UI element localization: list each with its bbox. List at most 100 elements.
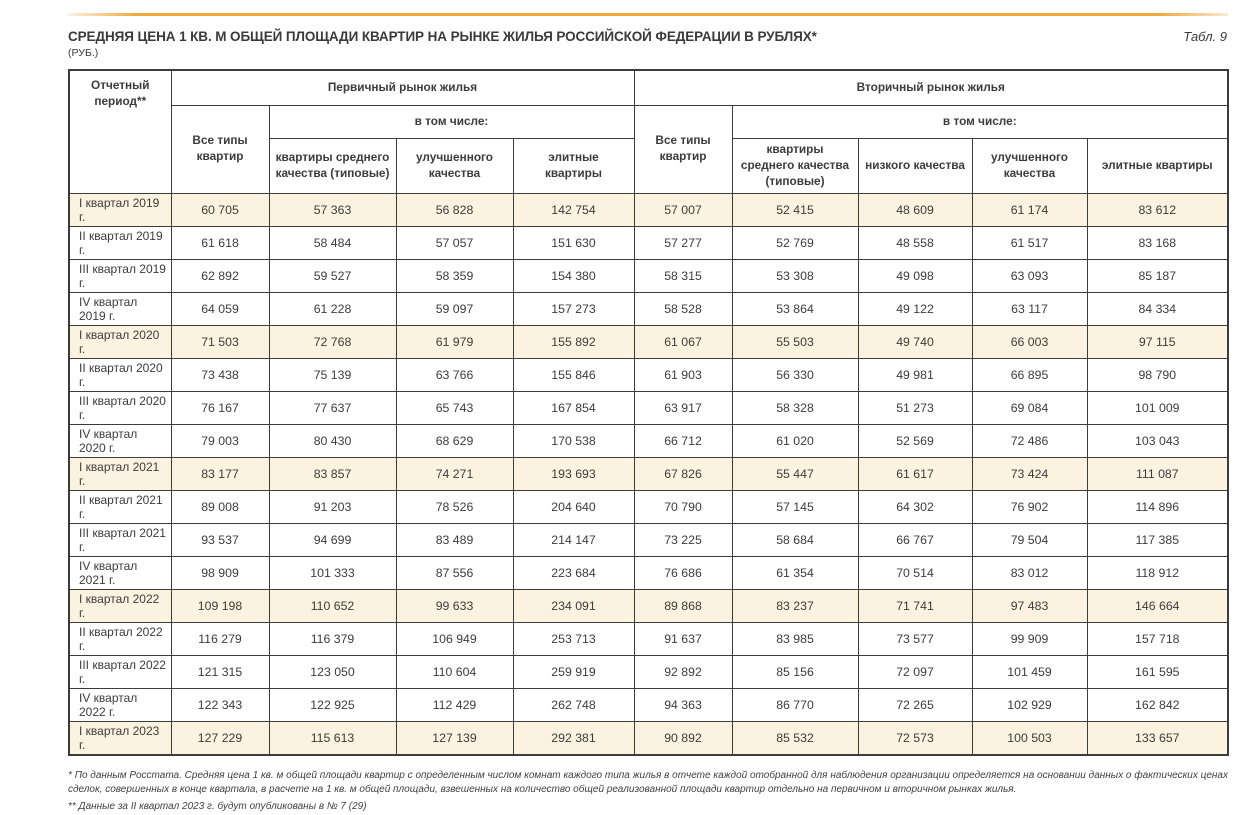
row-period-label: IV квартал 2019 г.: [68, 291, 172, 326]
price-cell: 101 459: [971, 654, 1088, 689]
price-cell: 53 308: [731, 258, 859, 293]
price-cell: 102 929: [971, 687, 1088, 722]
price-cell: 98 790: [1086, 357, 1229, 392]
price-cell: 49 740: [857, 324, 973, 359]
price-cell: 61 228: [268, 291, 397, 326]
price-cell: 73 438: [170, 357, 270, 392]
price-cell: 170 538: [512, 423, 635, 458]
price-cell: 89 868: [633, 588, 733, 623]
price-cell: 72 097: [857, 654, 973, 689]
table-row: III квартал 2020 г. 76 167 77 637 65 743 167…: [68, 390, 1229, 425]
price-cell: 61 517: [971, 225, 1088, 260]
col-header-secondary-including: в том числе:: [731, 105, 1229, 139]
price-cell: 112 429: [395, 687, 514, 722]
price-cell: 115 613: [268, 720, 397, 756]
price-cell: 85 532: [731, 720, 859, 756]
price-cell: 122 343: [170, 687, 270, 722]
price-cell: 59 527: [268, 258, 397, 293]
price-cell: 116 379: [268, 621, 397, 656]
price-cell: 253 713: [512, 621, 635, 656]
price-cell: 97 115: [1086, 324, 1229, 359]
table-number-label: Табл. 9: [1183, 29, 1227, 44]
table-row: I квартал 2023 г. 127 229 115 613 127 139 29…: [68, 720, 1229, 756]
price-cell: 99 633: [395, 588, 514, 623]
footnote-source: * По данным Росстата. Средняя цена 1 кв.…: [68, 769, 1228, 796]
price-table: Отчетный период** Первичный рынок жилья …: [68, 69, 1230, 756]
price-cell: 71 503: [170, 324, 270, 359]
price-cell: 58 328: [731, 390, 859, 425]
price-cell: 72 486: [971, 423, 1088, 458]
price-cell: 66 767: [857, 522, 973, 557]
price-cell: 61 979: [395, 324, 514, 359]
col-header-primary-all-types: Все типы квартир: [170, 105, 270, 194]
price-cell: 117 385: [1086, 522, 1229, 557]
table-row: II квартал 2020 г. 73 438 75 139 63 766 155 …: [68, 357, 1229, 392]
price-cell: 133 657: [1086, 720, 1229, 756]
row-period-label: III квартал 2022 г.: [68, 654, 172, 689]
price-cell: 90 892: [633, 720, 733, 756]
row-period-label: II квартал 2019 г.: [68, 225, 172, 260]
row-period-label: IV квартал 2020 г.: [68, 423, 172, 458]
unit-label: (РУБ.): [68, 47, 99, 59]
price-cell: 142 754: [512, 192, 635, 227]
price-cell: 154 380: [512, 258, 635, 293]
table-row: I квартал 2021 г. 83 177 83 857 74 271 193 6…: [68, 456, 1229, 491]
price-cell: 123 050: [268, 654, 397, 689]
price-cell: 73 424: [971, 456, 1088, 491]
price-cell: 85 156: [731, 654, 859, 689]
price-cell: 74 271: [395, 456, 514, 491]
row-period-label: IV квартал 2021 г.: [68, 555, 172, 590]
price-cell: 94 699: [268, 522, 397, 557]
price-cell: 76 167: [170, 390, 270, 425]
price-cell: 118 912: [1086, 555, 1229, 590]
price-cell: 61 618: [170, 225, 270, 260]
price-cell: 58 315: [633, 258, 733, 293]
price-cell: 127 139: [395, 720, 514, 756]
col-header-primary-including: в том числе:: [268, 105, 635, 139]
page-title: СРЕДНЯЯ ЦЕНА 1 КВ. М ОБЩЕЙ ПЛОЩАДИ КВАРТ…: [68, 29, 817, 44]
price-cell: 58 528: [633, 291, 733, 326]
price-cell: 101 009: [1086, 390, 1229, 425]
price-cell: 57 007: [633, 192, 733, 227]
price-cell: 72 573: [857, 720, 973, 756]
price-cell: 64 302: [857, 489, 973, 524]
price-cell: 234 091: [512, 588, 635, 623]
price-cell: 61 354: [731, 555, 859, 590]
price-cell: 61 617: [857, 456, 973, 491]
price-cell: 83 857: [268, 456, 397, 491]
price-cell: 53 864: [731, 291, 859, 326]
price-cell: 73 225: [633, 522, 733, 557]
price-cell: 114 896: [1086, 489, 1229, 524]
table-row: IV квартал 2022 г. 122 343 122 925 112 429 2…: [68, 687, 1229, 722]
price-cell: 67 826: [633, 456, 733, 491]
price-cell: 58 684: [731, 522, 859, 557]
price-cell: 59 097: [395, 291, 514, 326]
price-cell: 83 489: [395, 522, 514, 557]
row-period-label: I квартал 2020 г.: [68, 324, 172, 359]
row-period-label: I квартал 2021 г.: [68, 456, 172, 491]
price-cell: 71 741: [857, 588, 973, 623]
price-cell: 80 430: [268, 423, 397, 458]
price-cell: 57 145: [731, 489, 859, 524]
price-cell: 91 637: [633, 621, 733, 656]
price-cell: 65 743: [395, 390, 514, 425]
price-cell: 193 693: [512, 456, 635, 491]
price-cell: 122 925: [268, 687, 397, 722]
price-cell: 99 909: [971, 621, 1088, 656]
price-cell: 61 174: [971, 192, 1088, 227]
row-period-label: II квартал 2021 г.: [68, 489, 172, 524]
price-cell: 97 483: [971, 588, 1088, 623]
price-cell: 48 609: [857, 192, 973, 227]
price-cell: 223 684: [512, 555, 635, 590]
price-cell: 83 612: [1086, 192, 1229, 227]
price-cell: 91 203: [268, 489, 397, 524]
row-period-label: II квартал 2022 г.: [68, 621, 172, 656]
price-cell: 86 770: [731, 687, 859, 722]
price-cell: 61 903: [633, 357, 733, 392]
price-cell: 93 537: [170, 522, 270, 557]
row-period-label: I квартал 2023 г.: [68, 720, 172, 756]
price-cell: 103 043: [1086, 423, 1229, 458]
price-cell: 72 768: [268, 324, 397, 359]
row-period-label: III квартал 2021 г.: [68, 522, 172, 557]
price-cell: 57 363: [268, 192, 397, 227]
